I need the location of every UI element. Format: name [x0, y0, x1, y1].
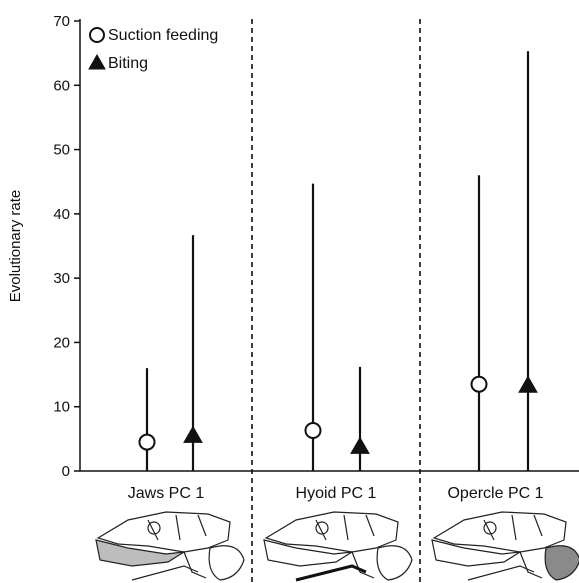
y-tick-label: 10 — [53, 399, 70, 416]
skull-hyoid — [467, 565, 535, 581]
legend-label-biting: Biting — [108, 55, 148, 72]
skull-opercle — [376, 545, 413, 581]
suction-point — [470, 375, 488, 393]
biting-point — [518, 375, 538, 393]
skull-icon-jaws — [95, 511, 245, 581]
skull-icon-hyoid — [263, 511, 413, 582]
skull-suspensorium — [519, 551, 543, 579]
skull-opercle — [544, 545, 579, 581]
skull-outline — [264, 511, 399, 553]
y-tick-label: 0 — [62, 463, 70, 480]
skull-hyoid — [131, 565, 199, 581]
suction-point — [138, 433, 156, 451]
legend-circle-marker — [89, 27, 105, 43]
skull-outline — [96, 511, 231, 553]
y-ticks: 0 10 20 30 40 50 60 70 — [53, 13, 80, 480]
skull-detail — [147, 514, 207, 541]
suction-point — [304, 422, 322, 439]
y-tick-label: 20 — [53, 334, 70, 351]
category-label: Opercle PC 1 — [447, 485, 543, 502]
legend-label-suction: Suction feeding — [108, 27, 218, 44]
error-bars — [145, 51, 530, 471]
skull-jaws — [95, 539, 185, 567]
skull-orbit — [315, 521, 329, 535]
category-label: Hyoid PC 1 — [296, 485, 377, 502]
biting-point — [350, 436, 370, 454]
y-tick-label: 40 — [53, 206, 70, 223]
axes — [79, 19, 579, 472]
legend: Suction feeding Biting — [88, 27, 218, 72]
panel-separators — [251, 19, 421, 583]
category-label: Jaws PC 1 — [128, 485, 205, 502]
skull-detail — [315, 514, 375, 541]
skull-hyoid — [295, 564, 367, 582]
skull-jaws — [431, 539, 521, 567]
skull-jaws — [263, 539, 353, 567]
data-points — [138, 375, 538, 454]
skull-orbit — [483, 521, 497, 535]
skull-suspensorium — [351, 551, 375, 579]
y-tick-label: 70 — [53, 13, 70, 30]
skull-illustrations — [95, 511, 579, 582]
y-axis-title: Evolutionary rate — [7, 190, 24, 303]
skull-outline — [432, 511, 567, 553]
skull-opercle — [208, 545, 245, 581]
y-tick-label: 50 — [53, 142, 70, 159]
biting-point — [183, 425, 203, 443]
category-labels: Jaws PC 1 Hyoid PC 1 Opercle PC 1 — [128, 485, 544, 502]
skull-detail — [483, 514, 543, 541]
y-tick-label: 60 — [53, 77, 70, 94]
y-tick-label: 30 — [53, 270, 70, 287]
skull-icon-opercle — [431, 511, 579, 581]
skull-suspensorium — [183, 551, 207, 579]
skull-orbit — [147, 521, 161, 535]
legend-triangle-marker — [88, 53, 106, 70]
